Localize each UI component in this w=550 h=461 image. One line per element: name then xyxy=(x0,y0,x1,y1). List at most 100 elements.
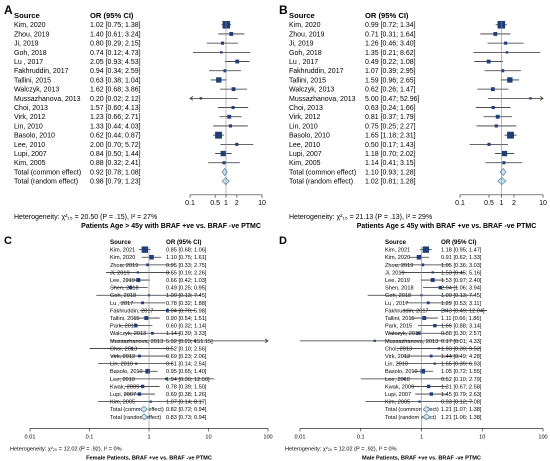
summary-or-ci: 0.98 [0.79; 1.23] xyxy=(90,179,141,186)
study-or-ci: 0.93 [0.12; 7.08] xyxy=(441,400,482,406)
study-or-ci: 1.62 [0.68; 3.86] xyxy=(90,87,141,94)
point-estimate-square xyxy=(426,301,430,305)
study-or-ci: 0.78 [0.39; 1.50] xyxy=(166,384,207,390)
point-estimate-square xyxy=(433,362,436,365)
point-estimate-square xyxy=(433,323,437,328)
point-estimate-square xyxy=(430,278,435,283)
study-or-ci: 1.35 [0.21; 8.62] xyxy=(365,50,416,57)
study-source: Lee, 2010 xyxy=(289,142,320,149)
study-row: Zhou, 2019 0.71 [0.31; 1.64] xyxy=(289,31,511,38)
study-or-ci: 0.81 [0.37; 1.79] xyxy=(365,114,416,121)
study-or-ci: 0.62 [0.26; 1.47] xyxy=(365,87,416,94)
header-or: OR (95% CI) xyxy=(441,239,476,246)
study-or-ci: 0.61 [0.14; 2.54] xyxy=(166,362,207,368)
study-source: Kim, 2020 xyxy=(289,22,321,29)
panel-b: B Source OR (95% CI) Kim, 2020 0.99 [0.72; 1… xyxy=(279,3,547,230)
study-source: Lee, 2010 xyxy=(110,377,135,383)
study-or-ci: 1.07 [0.14; 8.17] xyxy=(166,400,207,406)
study-source: Choi, 2013 xyxy=(289,105,323,112)
study-source: Zhou, 2019 xyxy=(289,31,325,38)
study-or-ci: 1.59 [0.96; 2.65] xyxy=(365,77,416,84)
study-source: Lu , 2017 xyxy=(14,59,43,66)
study-or-ci: 1.40 [0.61; 3.24] xyxy=(90,31,141,38)
study-source: Choi, 2013 xyxy=(14,105,48,112)
study-or-ci: 0.49 [0.25; 0.95] xyxy=(166,286,207,292)
header-or: OR (95% CI) xyxy=(365,11,409,20)
study-source: Virk, 2012 xyxy=(14,114,45,121)
study-or-ci: 0.84 [0.50; 1.44] xyxy=(90,151,141,158)
point-estimate-square xyxy=(146,263,150,267)
study-or-ci: 1.18 [0.95; 1.47] xyxy=(441,248,482,254)
study-or-ci: 0.62 [0.44; 0.87] xyxy=(90,133,141,140)
study-or-ci: 0.99 [0.72; 1.34] xyxy=(365,22,416,29)
study-or-ci: 0.85 [0.68; 1.06] xyxy=(166,248,207,254)
summary-row: Total (common effect) 1.10 [0.93; 1.28] xyxy=(289,167,507,176)
study-row: Lupi, 2007 0.69 [0.38; 1.26] xyxy=(110,392,207,398)
study-source: Lu , 2017 xyxy=(110,301,133,307)
study-row: Fakhruddin, 2017 0.94 [0.34; 2.59] xyxy=(14,68,241,75)
summary-source: Total (random effect) xyxy=(14,179,78,186)
point-estimate-square xyxy=(231,106,235,110)
study-source: Lin, 2010 xyxy=(385,362,408,368)
study-or-ci: 0.52 [0.10; 2.56] xyxy=(166,346,207,352)
study-or-ci: 0.49 [0.22; 1.08] xyxy=(365,59,416,66)
study-row: Goh, 2018 1.00 [0.13; 7.45] xyxy=(96,293,207,299)
x-tick-label: 10 xyxy=(479,434,485,440)
study-source: Lin, 2010 xyxy=(289,123,318,130)
point-estimate-square xyxy=(418,400,421,403)
point-estimate-square xyxy=(134,323,138,328)
panel-d: D Source OR (95% CI) Kim, 2021 1.18 [0.95; 1… xyxy=(279,235,548,461)
summary-or-ci: 1.21 [1.07; 1.38] xyxy=(441,407,482,413)
study-row: Kim, 2005 1.14 [0.41; 3.15] xyxy=(289,160,523,167)
summary-diamond xyxy=(221,167,228,177)
study-row: Lee, 2019 1.53 [0.97; 2.40] xyxy=(385,278,482,284)
study-source: Fakhruddin, 2017 xyxy=(110,308,154,314)
summary-diamond xyxy=(139,405,149,413)
study-source: Walczyk, 2013 xyxy=(385,331,421,337)
point-estimate-square xyxy=(495,114,500,119)
study-row: Lu , 2017 0.49 [0.22; 1.08] xyxy=(289,59,503,66)
study-or-ci: 0.50 [0.17; 1.43] xyxy=(365,142,416,149)
study-or-ci: 1.66 [0.88; 3.14] xyxy=(441,324,482,330)
point-estimate-square xyxy=(437,347,440,350)
study-row: Virk, 2012 0.81 [0.37; 1.79] xyxy=(289,114,512,121)
summary-source: Total (random effect) xyxy=(385,415,436,421)
study-or-ci: 0.65 [0.19; 2.26] xyxy=(166,270,207,276)
study-or-ci: 0.95 [0.33; 2.75] xyxy=(166,263,207,269)
x-tick-label: 0.1 xyxy=(185,200,195,207)
summary-or-ci: 1.10 [0.93; 1.28] xyxy=(365,169,416,176)
study-source: Fakhruddin, 2017 xyxy=(385,308,429,314)
point-estimate-square xyxy=(426,384,431,389)
header-source: Source xyxy=(385,239,407,246)
study-source: Ji, 2019 xyxy=(110,270,130,276)
study-source: Lee, 2010 xyxy=(14,142,45,149)
header-or: OR (95% CI) xyxy=(166,239,201,246)
study-or-ci: 1.33 [0.44; 4.03] xyxy=(90,123,141,130)
ci-arrow-right xyxy=(264,338,269,344)
point-estimate-square xyxy=(223,69,227,73)
panel-a: A Source OR (95% CI) Kim, 2020 1.02 [0.75; 1… xyxy=(4,3,266,230)
study-row: Walczyk, 2013 0.88 [0.30; 2.57] xyxy=(385,331,482,337)
point-estimate-square xyxy=(227,114,232,119)
study-or-ci: 0.17 [0.01; 4.33] xyxy=(441,339,482,345)
point-estimate-square xyxy=(502,161,506,165)
study-or-ci: 1.93 [0.39; 9.52] xyxy=(441,346,482,352)
study-or-ci: 0.63 [0.24; 1.66] xyxy=(365,105,416,112)
point-estimate-square xyxy=(421,263,425,267)
study-or-ci: 1.57 [0.60; 4.13] xyxy=(90,105,141,112)
study-source: Tallini, 2015 xyxy=(110,316,140,322)
study-row: Kim, 2020 0.91 [0.62; 1.33] xyxy=(385,254,482,261)
point-estimate-square xyxy=(144,316,149,321)
point-estimate-square xyxy=(140,384,145,389)
study-row: Lin, 2010 0.75 [0.25; 2.27] xyxy=(289,123,517,130)
summary-row: Total (common effect) 0.92 [0.78; 1.08] xyxy=(14,167,228,177)
x-tick-label: 0.01 xyxy=(295,434,306,440)
point-estimate-square xyxy=(429,392,434,396)
study-row: Lupi, 2007 0.84 [0.50; 1.44] xyxy=(14,150,232,158)
point-estimate-square xyxy=(228,124,233,128)
study-row: Mussazhanova, 2013 5.92 [0.23; 151.15] xyxy=(110,338,269,345)
study-source: Lee, 2019 xyxy=(110,278,135,284)
study-or-ci: 0.52 [0.10; 2.79] xyxy=(441,377,482,383)
study-or-ci: 0.63 [0.38; 1.04] xyxy=(90,77,141,84)
study-source: Kim, 2005 xyxy=(385,400,410,406)
